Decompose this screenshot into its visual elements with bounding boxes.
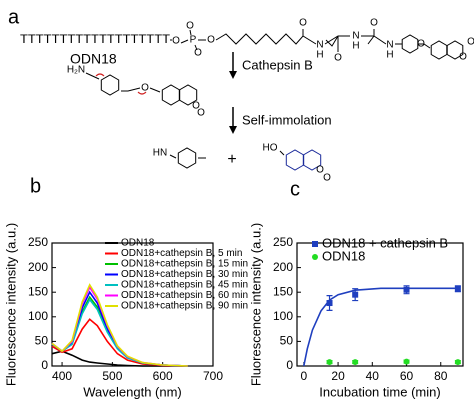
point <box>352 359 359 366</box>
point <box>403 358 410 365</box>
x-tick-label: 400 <box>52 369 72 383</box>
legend-swatch <box>312 241 318 247</box>
atom-label: N <box>352 31 359 42</box>
x-tick-label: 80 <box>434 369 448 383</box>
atom-label: O <box>323 173 331 184</box>
atom-label: O <box>197 108 205 119</box>
x-tick-label: 500 <box>102 369 122 383</box>
x-tick-label: 40 <box>366 369 380 383</box>
atom-label: O <box>299 18 307 29</box>
ring <box>177 147 197 169</box>
atom-label: O <box>417 39 425 50</box>
y-tick-label: 200 <box>273 260 293 274</box>
y-axis-label: Fluorescence intensity (a.u.) <box>248 223 263 386</box>
point <box>352 291 359 298</box>
y-tick-label: 250 <box>28 235 48 249</box>
y-axis-label: Fluorescence intensity (a.u.) <box>3 223 18 386</box>
y-tick-label: 100 <box>28 309 48 323</box>
legend-label: ODN18+cathepsin B, 15 min <box>121 259 248 270</box>
ring <box>302 149 322 171</box>
atom-label: H <box>316 50 323 61</box>
panel-label: a <box>8 6 20 28</box>
x-tick-label: 700 <box>203 369 223 383</box>
atom-label: H₂N <box>67 65 85 76</box>
ring <box>178 84 198 106</box>
y-tick-label: 250 <box>273 235 293 249</box>
spectrum-line <box>51 283 188 367</box>
x-axis-label: Wavelength (nm) <box>83 384 182 399</box>
spectrum-line <box>51 318 188 367</box>
legend-label: ODN18+cathepsin B, 60 min <box>121 290 248 301</box>
atom-label: O <box>316 165 324 176</box>
atom-label: O <box>172 36 180 47</box>
legend-label: ODN18+cathepsin B, 5 min <box>121 248 242 259</box>
atom-label: P <box>190 35 197 46</box>
point <box>454 359 461 366</box>
legend-label: ODN18 + cathepsin B <box>322 235 448 250</box>
cleavage-mark <box>95 73 147 95</box>
atom-label: H <box>352 41 359 52</box>
point <box>326 300 333 307</box>
y-tick-label: 50 <box>35 334 49 348</box>
panel-label: b <box>30 175 41 197</box>
point <box>403 286 410 293</box>
ring <box>401 34 419 54</box>
ring <box>446 40 464 60</box>
atom-label: O <box>207 35 215 46</box>
atom-label: HN <box>153 148 167 159</box>
step-label: Cathepsin B <box>242 57 313 72</box>
y-tick-label: 200 <box>28 260 48 274</box>
atom-label: O <box>194 48 202 59</box>
y-tick-label: 100 <box>273 309 293 323</box>
x-tick-label: 60 <box>400 369 414 383</box>
atom-label: O <box>459 52 467 63</box>
x-tick-label: 0 <box>301 369 308 383</box>
atom-label: O <box>467 37 474 48</box>
y-tick-label: 50 <box>280 334 294 348</box>
x-tick-label: 600 <box>153 369 173 383</box>
atom-label: H <box>386 50 393 61</box>
atom-label: N <box>316 40 323 51</box>
spectrum-line <box>51 350 188 367</box>
y-tick-label: 150 <box>28 284 48 298</box>
legend-label: ODN18 <box>322 248 365 263</box>
fit-line <box>303 287 458 367</box>
atom-label: HO <box>263 143 278 154</box>
point <box>326 359 333 366</box>
strand-label: ODN18 <box>70 51 117 67</box>
panel-label: c <box>290 178 300 200</box>
y-tick-label: 150 <box>273 284 293 298</box>
plot-frame <box>296 242 464 367</box>
atom-label: O <box>186 21 194 32</box>
atom-label: O <box>141 83 149 94</box>
atom-label: N <box>386 40 393 51</box>
ring <box>285 149 305 171</box>
legend-label: ODN18+cathepsin B, 45 min <box>121 280 248 291</box>
arrows <box>229 52 237 134</box>
x-tick-label: 20 <box>331 369 345 383</box>
ring <box>430 40 448 60</box>
rings <box>95 34 464 171</box>
x-axis-label: Incubation time (min) <box>319 384 440 399</box>
bonds <box>85 29 431 159</box>
atom-label: O <box>370 18 378 29</box>
atom-label: O <box>192 101 200 112</box>
legend-label: ODN18+cathepsin B, 30 min <box>121 269 248 280</box>
atom-label: O <box>334 53 342 64</box>
point <box>454 285 461 292</box>
y-tick-label: 0 <box>41 358 48 372</box>
y-tick-label: 0 <box>286 358 293 372</box>
strand: TTTTTTTTTTTTTTTTTTT <box>20 32 171 46</box>
ring <box>161 84 181 106</box>
step-label: Self-immolation <box>242 112 332 127</box>
legend-label: ODN18 <box>121 238 155 249</box>
ring <box>100 74 120 96</box>
legend-label: ODN18+cathepsin B, 90 min <box>121 301 248 312</box>
legend-swatch <box>312 254 318 260</box>
plus-sign: + <box>227 151 236 168</box>
